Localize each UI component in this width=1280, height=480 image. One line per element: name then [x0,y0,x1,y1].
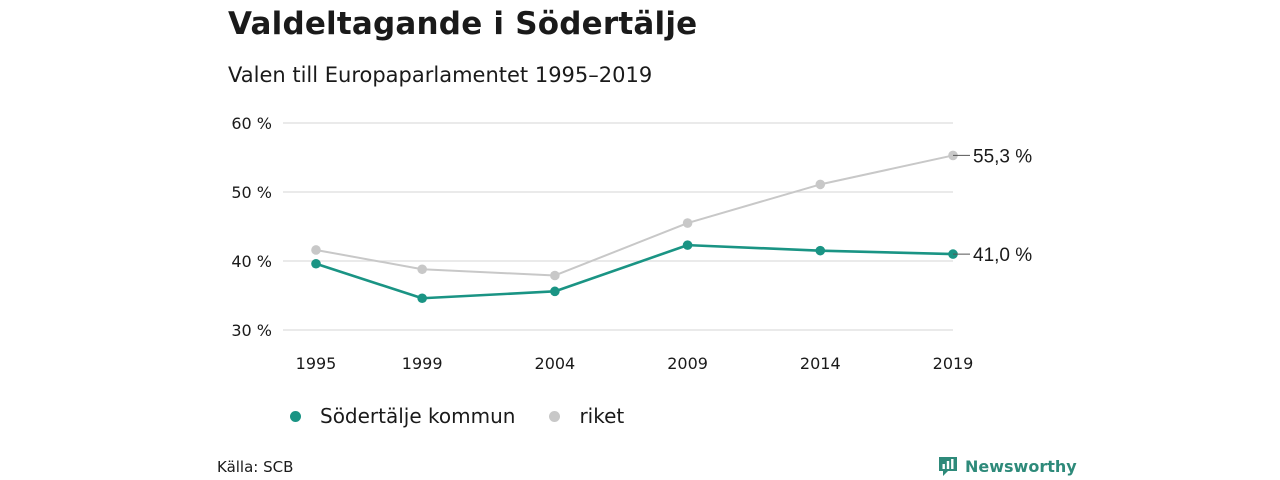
end-label-sodertalje: 41,0 % [973,245,1032,266]
end-label-riket: 55,3 % [973,146,1032,167]
data-point-sodertalje [682,240,693,250]
legend-label-riket: riket [579,404,625,428]
data-point-riket [682,218,693,228]
y-tick-label: 60 % [231,114,272,133]
data-point-sodertalje [311,258,321,269]
series-line-riket [315,154,954,277]
brand-logo: Newsworthy [937,455,1077,477]
y-tick-label: 50 % [231,183,272,202]
data-point-sodertalje [550,286,560,297]
data-point-sodertalje [815,245,826,256]
series-line-sodertalje [315,243,954,300]
x-tick-label: 2004 [535,354,576,373]
bar-chart-icon [939,457,957,476]
data-point-riket [417,264,427,275]
y-axis-ticks: 30 % 40 % 50 % 60 % [231,114,272,340]
x-tick-label: 2014 [800,354,841,373]
data-point-riket [550,270,560,281]
x-axis-ticks: 1995 1999 2004 2009 2014 2019 [296,354,974,373]
brand-name: Newsworthy [965,456,1077,476]
y-tick-label: 40 % [231,252,272,271]
data-point-riket [815,179,826,190]
legend-marker-sodertalje [290,410,301,422]
legend-label-sodertalje: Södertälje kommun [320,404,516,428]
source-note: Källa: SCB [217,458,294,476]
chart-title: Valdeltagande i Södertälje [228,6,698,42]
y-tick-label: 30 % [231,321,272,340]
legend-item-riket: riket [549,404,624,428]
x-tick-label: 2019 [933,354,974,373]
data-point-sodertalje [417,293,427,304]
legend-marker-riket [549,410,561,422]
legend: Södertälje kommun riket [290,404,658,428]
x-tick-label: 2009 [667,354,708,373]
data-point-riket [311,245,321,255]
x-tick-label: 1999 [402,354,443,373]
chart-subtitle: Valen till Europaparlamentet 1995–2019 [228,63,653,87]
x-tick-label: 1995 [296,354,337,373]
grid-lines [283,122,953,331]
legend-item-sodertalje: Södertälje kommun [290,404,515,428]
series-lines: 55,3 % 41,0 % [311,146,1032,304]
